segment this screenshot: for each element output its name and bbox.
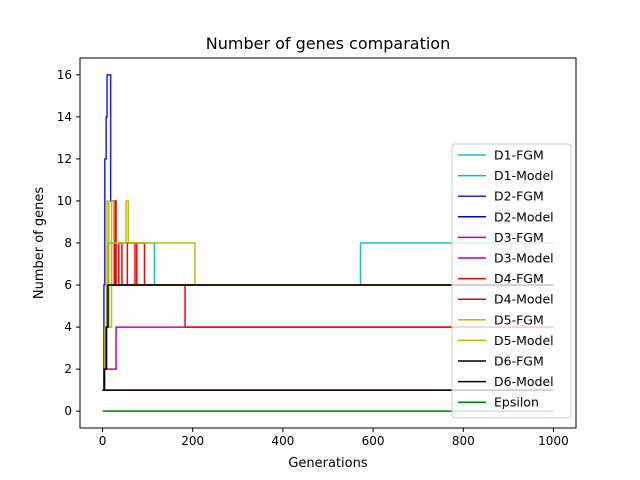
x-tick-label: 0 <box>99 434 107 448</box>
y-tick-label: 16 <box>57 68 72 82</box>
legend-label-d5-fgm: D5-FGM <box>494 312 544 327</box>
legend-label-d2-model: D2-Model <box>494 209 554 224</box>
y-tick-label: 14 <box>57 110 72 124</box>
y-tick-label: 8 <box>64 236 72 250</box>
y-axis-label: Number of genes <box>32 187 47 300</box>
y-axis: 0 2 4 6 8 10 12 14 16 <box>57 68 80 418</box>
series-layer <box>102 74 554 412</box>
x-tick-label: 400 <box>271 434 294 448</box>
y-tick-label: 2 <box>64 362 72 376</box>
x-axis-label: Generations <box>288 456 368 471</box>
legend-box <box>451 143 572 419</box>
legend-label-d5-model: D5-Model <box>494 333 554 348</box>
chart-title: Number of genes comparation <box>206 34 450 53</box>
legend-label-d3-fgm: D3-FGM <box>494 230 544 245</box>
legend-label-d1-model: D1-Model <box>494 168 554 183</box>
y-tick-label: 10 <box>57 194 72 208</box>
legend-label-d4-model: D4-Model <box>494 292 554 307</box>
series-line-d6-fgm <box>102 284 554 391</box>
x-tick-label: 1000 <box>538 434 569 448</box>
x-axis: 0 200 400 600 800 1000 <box>99 428 569 448</box>
x-tick-label: 200 <box>181 434 204 448</box>
legend-label-d3-model: D3-Model <box>494 251 554 266</box>
legend-label-d1-fgm: D1-FGM <box>494 148 544 163</box>
x-tick-label: 800 <box>452 434 475 448</box>
y-tick-label: 4 <box>64 320 72 334</box>
legend: D1-FGM D1-Model D2-FGM D2-Model D3-FGM D3-Mod… <box>451 143 572 419</box>
legend-label-epsilon: Epsilon <box>494 395 539 410</box>
legend-label-d4-fgm: D4-FGM <box>494 271 544 286</box>
x-tick-label: 600 <box>362 434 385 448</box>
legend-label-d6-model: D6-Model <box>494 374 554 389</box>
y-tick-label: 0 <box>64 404 72 418</box>
y-tick-label: 12 <box>57 152 72 166</box>
legend-label-d2-fgm: D2-FGM <box>494 189 544 204</box>
y-tick-label: 6 <box>64 278 72 292</box>
legend-label-d6-fgm: D6-FGM <box>494 354 544 369</box>
